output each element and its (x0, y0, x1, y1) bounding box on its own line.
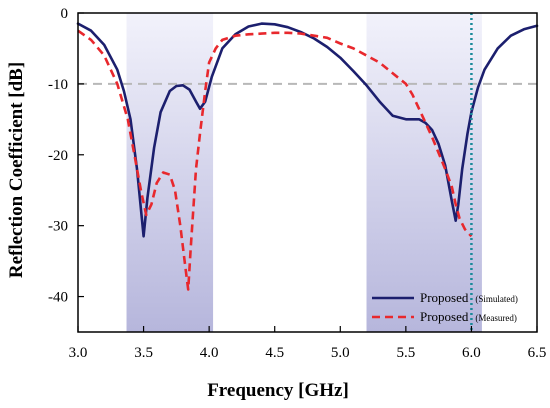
y-tick-label: -30 (48, 219, 68, 235)
x-tick-label: 5.0 (331, 345, 350, 361)
y-axis: 0 -10 -20 -30 -40 (48, 6, 84, 306)
y-tick-label: -10 (48, 77, 68, 93)
x-axis-title: Frequency [GHz] (207, 380, 349, 401)
x-tick-label: 4.5 (265, 345, 284, 361)
y-tick-label: -40 (48, 290, 68, 306)
x-axis: 3.0 3.5 4.0 4.5 5.0 5.5 6.0 6.5 (69, 326, 547, 361)
shaded-band-2 (366, 13, 482, 332)
y-axis-title: Reflection Coefficient [dB] (6, 62, 27, 278)
x-tick-label: 5.5 (396, 345, 415, 361)
legend: Proposed (Simulated) Proposed (Measured) (372, 289, 518, 325)
x-tick-label: 6.5 (528, 345, 547, 361)
x-tick-label: 3.5 (134, 345, 153, 361)
series-line-simulated (76, 22, 539, 238)
shaded-bands (126, 13, 482, 332)
x-tick-label: 6.0 (462, 345, 481, 361)
x-tick-label: 3.0 (69, 345, 88, 361)
y-tick-label: 0 (61, 6, 69, 22)
x-tick-label: 4.0 (200, 345, 219, 361)
shaded-band-1 (126, 13, 214, 332)
series-layer (76, 22, 539, 291)
legend-label-simulated: Proposed (Simulated) (420, 289, 518, 306)
y-tick-label: -20 (48, 148, 68, 164)
legend-label-measured: Proposed (Measured) (420, 308, 517, 325)
plot-frame (77, 12, 538, 333)
